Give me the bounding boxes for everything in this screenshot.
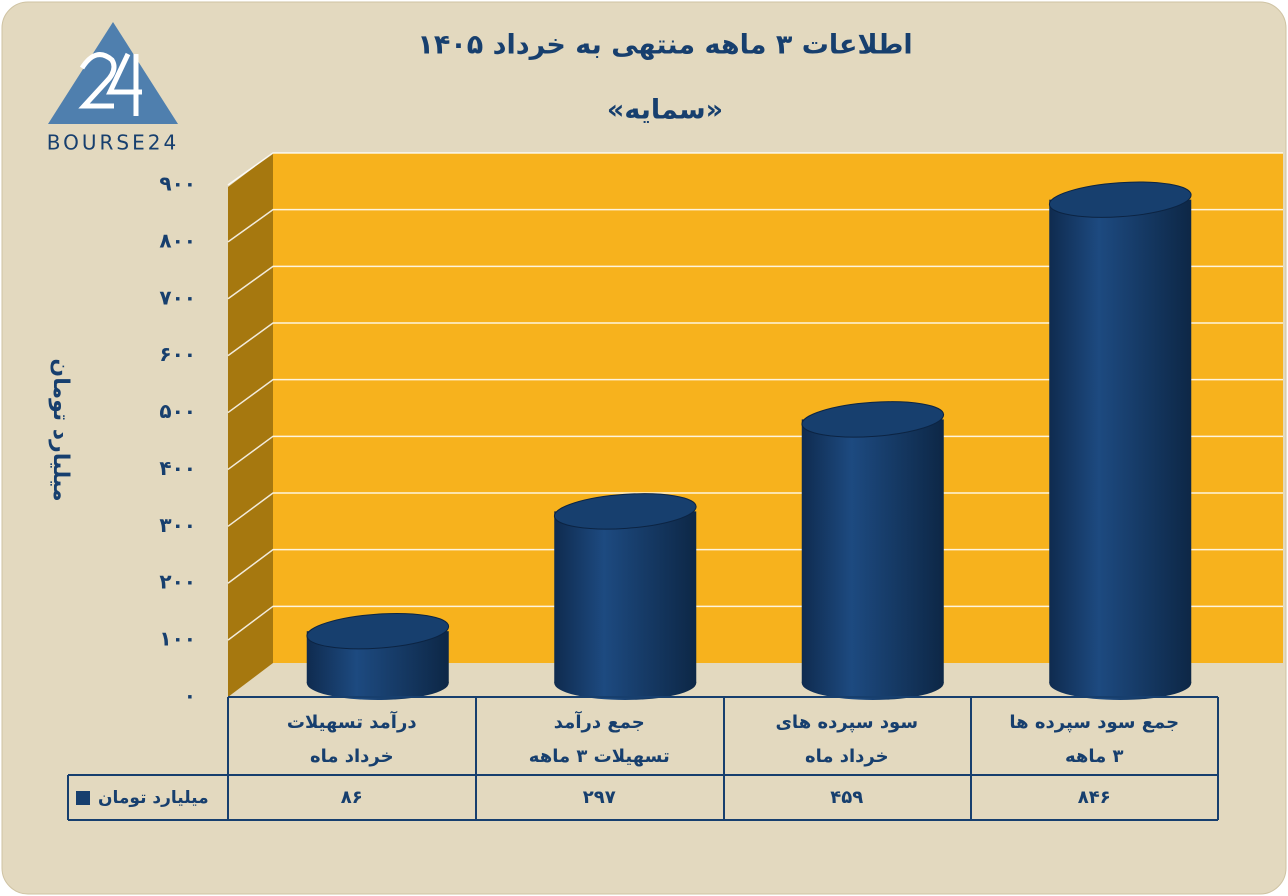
x-tick-label: جمع درآمد (554, 710, 645, 733)
chart-subtitle: «سمایه» (607, 95, 723, 126)
y-tick-label: ۸۰۰ (159, 228, 196, 252)
data-table (67, 696, 1219, 821)
y-tick-label: ۶۰۰ (159, 342, 196, 366)
x-tick-label: تسهیلات ۳ ماهه (529, 746, 670, 767)
grid-line (227, 378, 1283, 414)
grid-line (227, 548, 1283, 584)
value-label: ۲۹۷ (583, 787, 616, 808)
y-tick-label: ۹۰۰ (159, 172, 196, 196)
grid-line (227, 208, 1283, 243)
y-tick-label: ۴۰۰ (159, 456, 196, 480)
chart-title: اطلاعات ۳ ماهه منتهی به خرداد ۱۴۰۵ (417, 30, 912, 61)
x-tick-label: خرداد ماه (310, 746, 394, 767)
x-tick-label: خرداد ماه (805, 746, 889, 767)
bar (554, 511, 697, 683)
grid-line (227, 492, 1283, 527)
grid-line (227, 152, 1283, 186)
brand: BOURSE24 (47, 131, 179, 155)
x-tick-label: جمع سود سپرده ها (1009, 712, 1179, 733)
grid-line (227, 265, 1283, 300)
bar-top (801, 401, 945, 438)
grid-line (227, 605, 1283, 641)
legend-swatch (76, 791, 90, 805)
y-tick-label: ۱۰۰ (159, 627, 196, 651)
y-tick-label: ۰ (184, 684, 196, 708)
logo-mark (78, 52, 142, 116)
x-tick-label: سود سپرده های (775, 712, 918, 733)
bar-top (553, 493, 697, 530)
y-tick-label: ۷۰۰ (159, 285, 196, 309)
value-label: ۴۵۹ (830, 787, 863, 808)
value-label: ۸۶ (341, 787, 363, 808)
x-tick-label: ۳ ماهه (1065, 746, 1124, 767)
legend-label: میلیارد تومان (98, 788, 209, 808)
x-tick-label: درآمد تسهیلات (287, 710, 417, 733)
y-tick-label: ۵۰۰ (159, 399, 196, 423)
value-label: ۸۴۶ (1078, 787, 1111, 808)
y-axis-label: میلیارد تومان (48, 358, 73, 501)
bar-top (306, 613, 450, 650)
side-wall (228, 153, 273, 697)
logo: BOURSE24 (47, 22, 179, 155)
y-tick-label: ۲۰۰ (159, 570, 196, 594)
y-tick-label: ۳۰۰ (159, 513, 196, 537)
bar (801, 419, 944, 683)
back-wall (273, 153, 1283, 663)
grid-line (227, 435, 1283, 471)
bar-top (1048, 181, 1192, 218)
bar (1049, 199, 1192, 683)
grid-line (227, 322, 1283, 357)
